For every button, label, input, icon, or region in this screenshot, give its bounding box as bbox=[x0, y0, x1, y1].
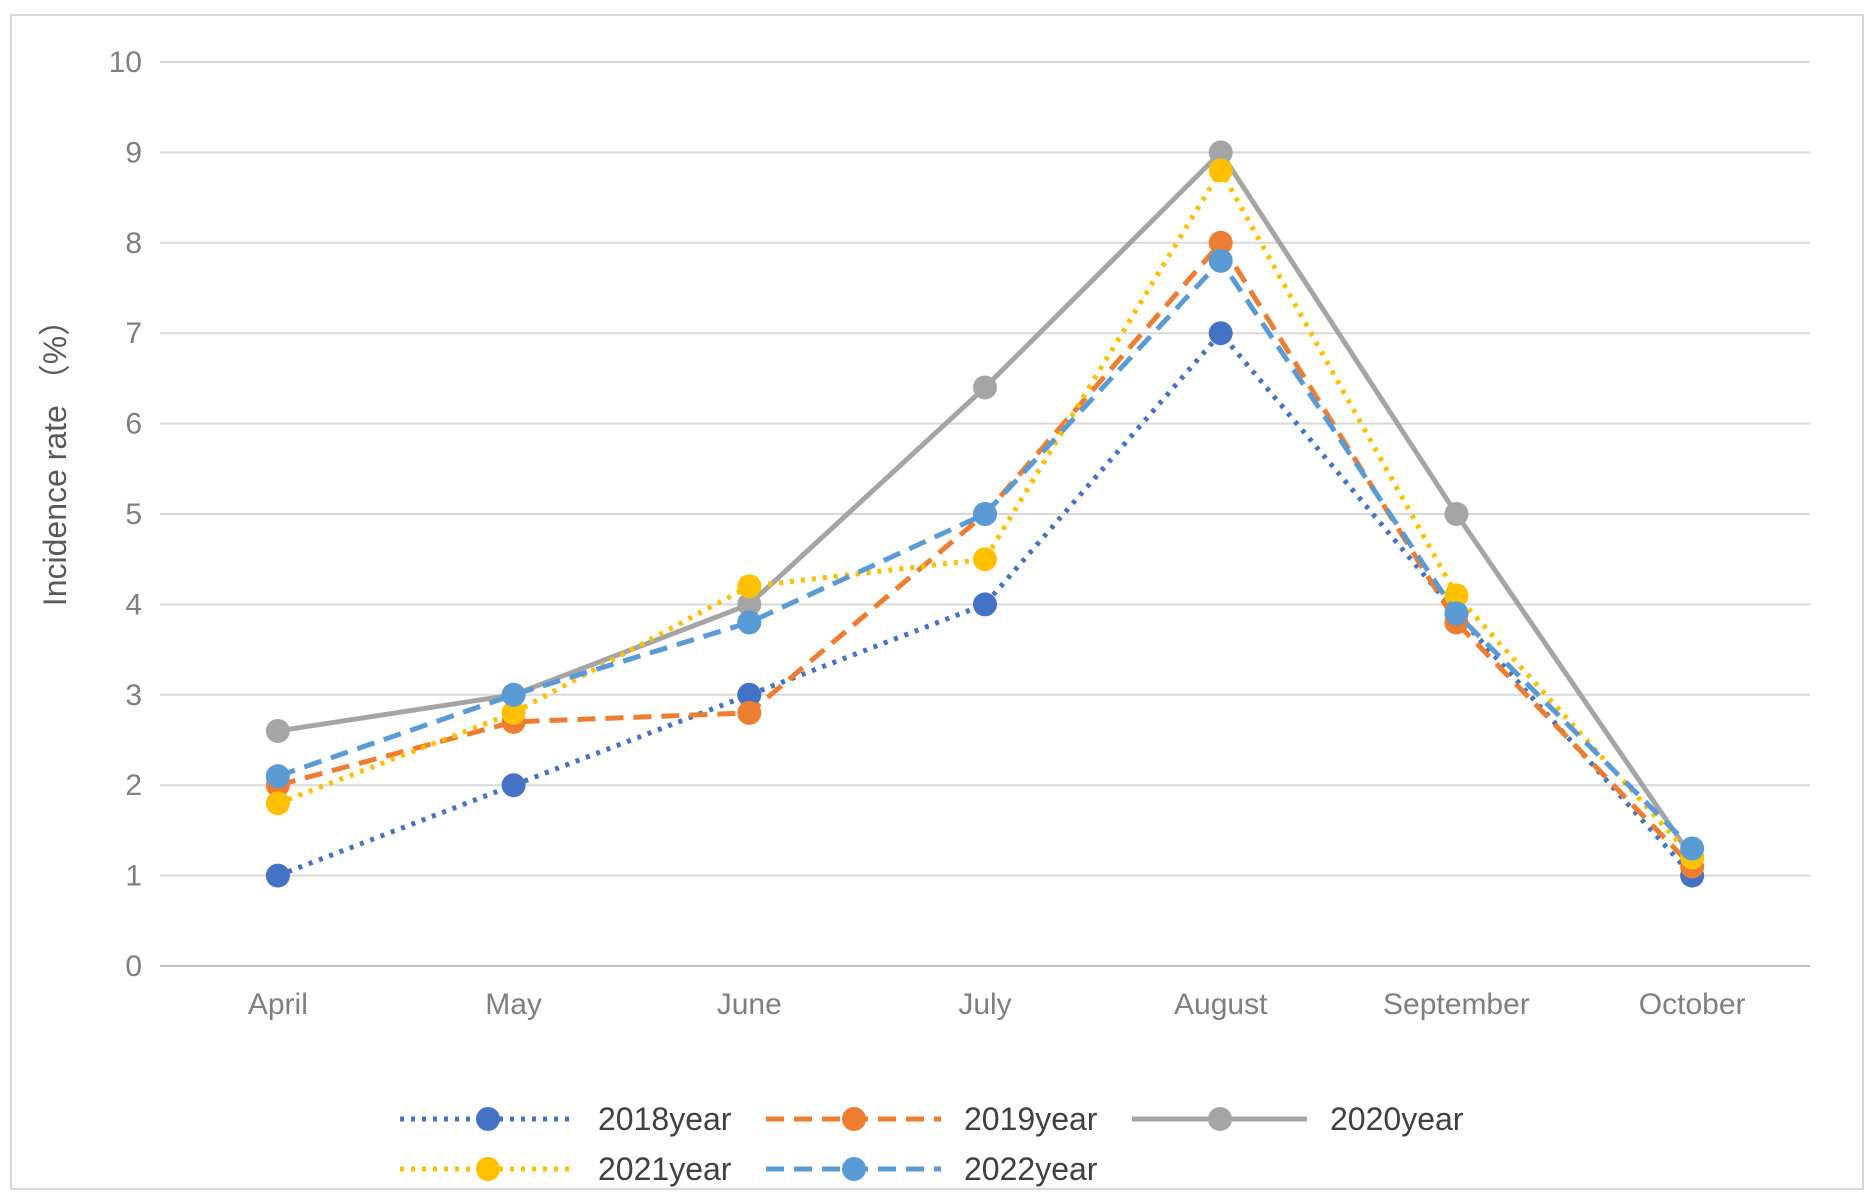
gridlines bbox=[160, 61, 1810, 877]
legend-marker bbox=[476, 1157, 500, 1181]
y-tick-label: 4 bbox=[125, 588, 142, 621]
data-point bbox=[1208, 248, 1233, 273]
data-point bbox=[973, 547, 997, 572]
legend-marker bbox=[1208, 1107, 1232, 1131]
x-tick-label: June bbox=[717, 988, 782, 1021]
data-point bbox=[737, 574, 762, 599]
data-point bbox=[1444, 583, 1469, 608]
data-point bbox=[1444, 502, 1469, 526]
x-tick-label: August bbox=[1174, 988, 1268, 1021]
y-tick-label: 5 bbox=[125, 498, 142, 531]
data-point bbox=[1208, 321, 1233, 346]
data-point bbox=[265, 764, 290, 789]
y-tick-label: 8 bbox=[125, 227, 142, 260]
legend-label: 2022year bbox=[964, 1151, 1098, 1187]
series-2022year bbox=[265, 248, 1705, 861]
data-point bbox=[973, 502, 997, 526]
y-axis-title: Incidence rate （%） bbox=[37, 304, 73, 606]
data-point bbox=[501, 682, 526, 707]
legend-item-2019year: 2019year bbox=[766, 1101, 1098, 1137]
data-point bbox=[265, 791, 290, 816]
data-point bbox=[737, 610, 762, 635]
data-point bbox=[501, 700, 526, 725]
legend-item-2021year: 2021year bbox=[400, 1151, 732, 1187]
y-tick-label: 0 bbox=[125, 950, 142, 983]
legend-label: 2018year bbox=[598, 1101, 732, 1137]
data-point bbox=[501, 773, 526, 798]
legend-item-2020year: 2020year bbox=[1132, 1101, 1464, 1137]
data-point bbox=[737, 592, 762, 617]
y-tick-label: 6 bbox=[125, 408, 142, 441]
y-tick-label: 7 bbox=[125, 317, 142, 350]
x-tick-label: May bbox=[485, 988, 542, 1021]
data-point bbox=[737, 682, 762, 707]
legend-label: 2019year bbox=[964, 1101, 1098, 1137]
x-tick-label: July bbox=[958, 988, 1011, 1021]
series-lines bbox=[265, 140, 1705, 888]
legend: 2018year 2019year 2020year 2021year 2022year bbox=[400, 1101, 1464, 1187]
data-point bbox=[1680, 836, 1705, 861]
axes: 0 1 2 3 4 5 6 7 8 9 10 April May June July August Septem… bbox=[109, 46, 1810, 1021]
legend-label: 2020year bbox=[1330, 1101, 1464, 1137]
chart-frame bbox=[10, 14, 1864, 1190]
data-point bbox=[1208, 140, 1233, 165]
data-point bbox=[973, 375, 997, 400]
data-point bbox=[1444, 601, 1469, 626]
legend-label: 2021year bbox=[598, 1151, 732, 1187]
legend-marker bbox=[842, 1107, 866, 1131]
legend-marker bbox=[842, 1157, 866, 1181]
legend-item-2022year: 2022year bbox=[766, 1151, 1098, 1187]
y-tick-label: 3 bbox=[125, 679, 142, 712]
x-tick-label: October bbox=[1639, 988, 1746, 1021]
x-tick-label: September bbox=[1383, 988, 1530, 1021]
data-point bbox=[265, 863, 290, 888]
data-point bbox=[265, 718, 290, 743]
legend-item-2018year: 2018year bbox=[400, 1101, 732, 1137]
data-point bbox=[737, 700, 762, 725]
y-tick-label: 1 bbox=[125, 860, 142, 893]
y-tick-label: 9 bbox=[125, 136, 142, 169]
y-tick-label: 10 bbox=[109, 46, 142, 79]
data-point bbox=[1208, 158, 1233, 183]
y-tick-label: 2 bbox=[125, 769, 142, 802]
x-tick-label: April bbox=[248, 988, 308, 1021]
data-point bbox=[973, 592, 997, 617]
legend-marker bbox=[476, 1107, 500, 1131]
data-point bbox=[1208, 230, 1233, 255]
